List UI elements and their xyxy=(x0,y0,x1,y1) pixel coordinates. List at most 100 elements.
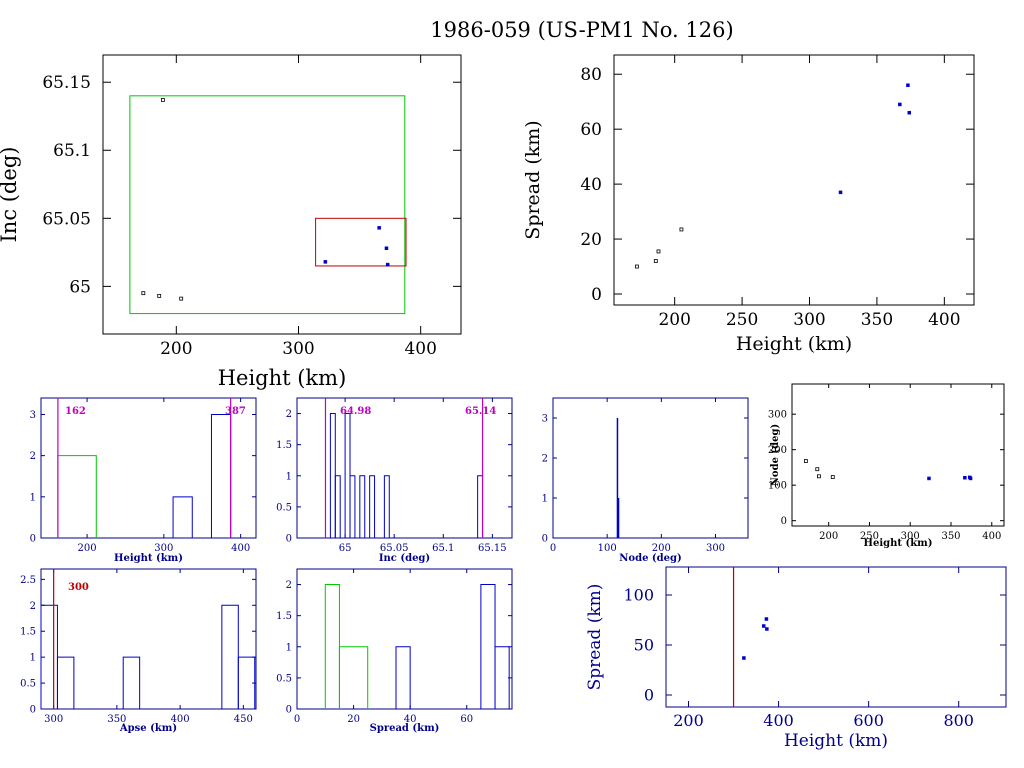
x-tick-label: 200 xyxy=(652,543,671,554)
plot-frame xyxy=(102,54,462,335)
y-tick-label: 300 xyxy=(768,410,787,421)
data-point xyxy=(898,102,902,107)
plot-frame xyxy=(665,566,1007,708)
y-tick-label: 2.5 xyxy=(20,575,36,586)
data-point xyxy=(377,226,381,230)
x-tick-label: 400 xyxy=(404,339,436,359)
reference-label: 64.98 xyxy=(340,406,371,417)
y-tick-label: 0 xyxy=(30,705,36,716)
y-tick-label: 50 xyxy=(634,636,654,655)
histogram-bar xyxy=(221,604,239,709)
green-selection-box xyxy=(129,95,406,315)
x-tick-label: 300 xyxy=(793,310,825,330)
panel-height-histogram: 200 300 400 0 1 2 3 Height (km) 162 387 xyxy=(30,397,257,564)
x-tick-label: 300 xyxy=(44,714,63,725)
data-point xyxy=(742,656,746,660)
histogram-bar xyxy=(334,475,341,538)
x-tick-label: 0 xyxy=(550,543,556,554)
x-tick-label: 40 xyxy=(404,714,417,725)
y-tick-label: 65.05 xyxy=(42,209,91,229)
plot-frame xyxy=(613,54,975,306)
y-tick-label: 65.15 xyxy=(42,73,91,93)
data-point xyxy=(679,227,684,232)
y-tick-label: 1 xyxy=(542,494,548,505)
x-tick-label: 300 xyxy=(901,531,920,542)
data-point xyxy=(907,110,912,115)
data-point xyxy=(141,291,146,296)
x-axis-title: Height (km) xyxy=(784,731,888,751)
x-axis-title: Height (km) xyxy=(736,333,852,355)
x-axis-title: Apse (km) xyxy=(119,723,177,734)
plot-frame xyxy=(296,568,513,710)
panel-inc-histogram: 65 65.05 65.1 65.15 0 0.5 1 1.5 2 Inc (deg) 64.98 6… xyxy=(276,397,513,564)
x-tick-label: 300 xyxy=(282,339,314,359)
y-axis-title: Spread (km) xyxy=(585,584,605,691)
y-tick-label: 0 xyxy=(286,534,292,545)
plot-frame xyxy=(40,397,257,539)
x-tick-label: 60 xyxy=(460,714,473,725)
y-tick-label: 2 xyxy=(30,451,36,462)
panel-apse-histogram: 300 350 400 450 0 0.5 1 1.5 2 2.5 Apse (km) 300 xyxy=(20,568,257,734)
data-point xyxy=(830,475,835,479)
data-point xyxy=(384,246,389,251)
data-point xyxy=(323,260,328,264)
red-selection-box xyxy=(315,217,407,267)
histogram-bar xyxy=(349,475,356,538)
histogram-bar xyxy=(477,475,484,538)
data-point xyxy=(764,617,769,621)
histogram-bar xyxy=(57,455,97,538)
x-tick-label: 350 xyxy=(107,714,126,725)
figure-title: 1986-059 (US-PM1 No. 126) xyxy=(430,18,733,42)
y-tick-label: 1.5 xyxy=(276,611,292,622)
y-tick-label: 0.5 xyxy=(20,679,36,690)
x-tick-label: 400 xyxy=(928,310,960,330)
y-tick-label: 2 xyxy=(286,409,292,420)
y-tick-label: 80 xyxy=(580,65,602,85)
data-point xyxy=(157,293,162,298)
x-axis-title: Height (km) xyxy=(864,538,933,549)
x-tick-label: 250 xyxy=(726,310,758,330)
data-point xyxy=(817,474,821,479)
y-tick-label: 2 xyxy=(542,454,548,465)
y-tick-label: 3 xyxy=(542,414,548,425)
histogram-bar xyxy=(210,413,232,538)
y-tick-label: 20 xyxy=(580,230,602,250)
histogram-bar xyxy=(494,646,510,709)
x-tick-label: 350 xyxy=(861,310,893,330)
y-tick-label: 60 xyxy=(580,120,602,140)
y-tick-label: 2 xyxy=(30,601,36,612)
x-axis-title: Spread (km) xyxy=(370,723,440,734)
x-tick-label: 800 xyxy=(943,711,974,730)
data-point xyxy=(927,476,931,481)
y-tick-label: 40 xyxy=(580,175,602,195)
y-tick-label: 1 xyxy=(286,642,292,653)
y-tick-label: 1 xyxy=(30,653,36,664)
histogram-bar xyxy=(338,646,369,709)
x-tick-label: 65.1 xyxy=(432,543,454,554)
data-point xyxy=(385,262,390,267)
x-tick-label: 600 xyxy=(853,711,884,730)
panel-node-histogram: 0 100 200 300 0 1 2 3 Node (deg) xyxy=(542,397,749,564)
y-tick-label: 100 xyxy=(623,586,654,605)
plot-frame xyxy=(296,397,513,539)
reference-label: 300 xyxy=(68,582,89,593)
x-tick-label: 65 xyxy=(339,543,352,554)
y-tick-label: 0.5 xyxy=(276,502,292,513)
y-tick-label: 0.5 xyxy=(276,673,292,684)
x-axis-title: Height (km) xyxy=(218,366,347,390)
histogram-bar xyxy=(369,475,376,538)
data-point xyxy=(838,190,843,195)
histogram-bar xyxy=(344,413,351,538)
x-tick-label: 20 xyxy=(347,714,360,725)
x-tick-label: 100 xyxy=(598,543,617,554)
data-point xyxy=(906,83,910,87)
y-tick-label: 3 xyxy=(30,410,36,421)
y-tick-label: 200 xyxy=(768,445,787,456)
panel-spread-vs-height: 200 250 300 350 400 0 20 40 60 80 Height (km) Sprea… xyxy=(522,54,975,355)
x-tick-label: 450 xyxy=(234,714,253,725)
histogram-bar xyxy=(237,656,256,709)
x-tick-label: 65.05 xyxy=(380,543,409,554)
x-tick-label: 200 xyxy=(658,310,690,330)
y-tick-label: 65 xyxy=(69,277,91,297)
